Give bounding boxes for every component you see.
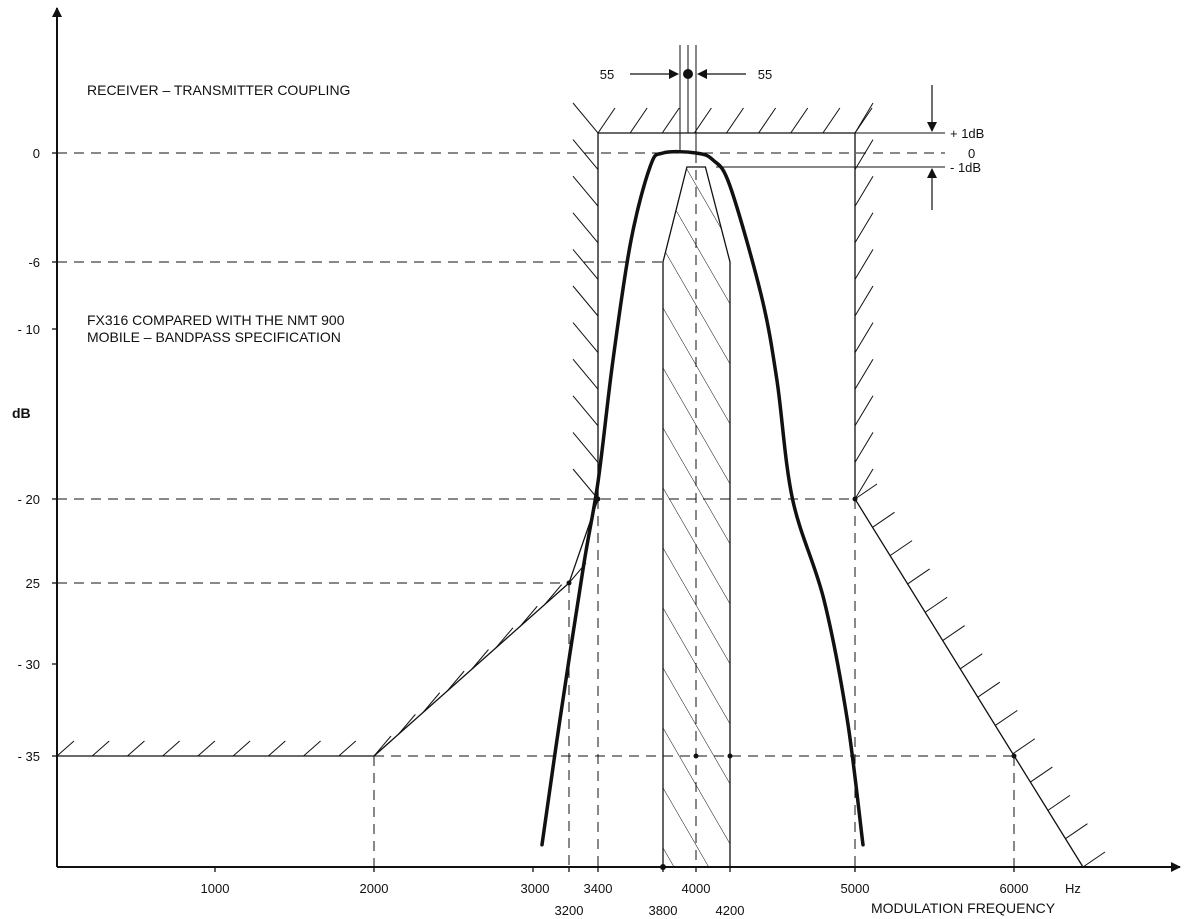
tolerance-label-minus: - 1dB <box>950 160 981 175</box>
y-tick-label: - 10 <box>18 322 40 337</box>
annotation-coupling: RECEIVER – TRANSMITTER COUPLING <box>87 82 350 98</box>
mask-hatch-tick <box>758 107 777 134</box>
intersection-dot <box>1011 753 1017 759</box>
mask-hatch-tick <box>1065 823 1088 840</box>
mask-hatch-tick <box>854 139 874 170</box>
mask-hatch-tick <box>889 540 913 557</box>
y-tick-label: 0 <box>33 146 40 161</box>
mask-hatch-tick <box>572 358 599 390</box>
annotation-compare-2: MOBILE – BANDPASS SPECIFICATION <box>87 329 341 345</box>
mask-hatch-tick <box>127 740 145 757</box>
mask-hatch-tick <box>572 175 599 207</box>
mask-hatch-tick <box>91 740 110 757</box>
x-tick-label: 4000 <box>682 881 711 896</box>
x-tick-label: 6000 <box>1000 881 1029 896</box>
mask-hatch-tick <box>942 625 965 641</box>
mask-hatch-tick <box>854 432 874 463</box>
x-tick-label: 4200 <box>716 903 745 918</box>
intersection-dot <box>727 753 733 759</box>
mask-hatch-tick <box>854 483 878 500</box>
x-tick-label: 1000 <box>201 881 230 896</box>
mask-hatch-tick <box>56 740 75 757</box>
mask-hatch-tick <box>572 285 599 317</box>
mask-hatch-tick <box>338 740 357 757</box>
offset-center-dot <box>683 69 693 79</box>
y-tick-label: - 35 <box>18 749 40 764</box>
intersection-dot <box>852 496 858 502</box>
mask-hatch-tick <box>693 107 712 134</box>
mask-hatch-tick <box>726 107 744 134</box>
mask-hatch-tick <box>924 596 948 613</box>
mask-hatch-tick <box>959 653 983 670</box>
mask-hatch-tick <box>268 740 286 757</box>
y-tick-label: - 20 <box>18 492 40 507</box>
mask-hatch-tick <box>907 568 930 585</box>
mask-hatch-tick <box>790 107 809 134</box>
tolerance-label-plus: + 1dB <box>950 126 984 141</box>
offset-label-left: 55 <box>600 67 614 82</box>
mask-hatch-tick <box>572 139 599 170</box>
lower-mask-outline <box>662 166 731 867</box>
x-tick-label: 3000 <box>521 881 550 896</box>
mask-hatch-tick <box>572 212 599 244</box>
mask-hatch-tick <box>572 249 599 280</box>
upper-mask-left <box>57 133 599 757</box>
mask-hatch-tick <box>572 432 599 463</box>
intersection-dot <box>566 580 572 586</box>
response-curve <box>540 149 865 847</box>
mask-hatch-tick <box>854 285 874 317</box>
mask-hatch-tick <box>197 740 216 757</box>
mask-hatch-tick <box>854 322 874 353</box>
mask-hatch-tick <box>1012 738 1036 755</box>
x-tick-label: 3400 <box>584 881 613 896</box>
offset-label-right: 55 <box>758 67 772 82</box>
mask-hatch-tick <box>303 740 321 757</box>
x-tick-label: 3200 <box>555 903 584 918</box>
y-tick-label: 25 <box>26 576 40 591</box>
x-tick-label: 2000 <box>360 881 389 896</box>
mask-hatch-tick <box>629 107 648 134</box>
mask-hatch-tick <box>661 107 680 134</box>
mask-hatch-tick <box>572 102 599 134</box>
mask-hatch-tick <box>854 212 874 244</box>
mask-hatch-tick <box>977 681 1001 698</box>
y-tick-label: - 30 <box>18 657 40 672</box>
intersection-dot <box>693 753 699 759</box>
upper-mask-right <box>598 132 1084 868</box>
mask-hatch-tick <box>162 740 180 757</box>
y-tick-label: -6 <box>28 255 40 270</box>
mask-hatch-tick <box>572 322 599 353</box>
mask-hatch-tick <box>1030 766 1053 783</box>
x-tick-label: 5000 <box>841 881 870 896</box>
mask-hatch-tick <box>872 511 895 528</box>
tolerance-label-zero: 0 <box>968 146 975 161</box>
annotation-compare-1: FX316 COMPARED WITH THE NMT 900 <box>87 312 345 328</box>
x-tick-label: 3800 <box>649 903 678 918</box>
mask-hatch-tick <box>597 107 616 134</box>
y-axis-label: dB <box>12 405 31 421</box>
mask-hatch-tick <box>854 358 874 390</box>
mask-hatch-tick <box>1082 851 1106 868</box>
mask-hatch-tick <box>572 468 599 500</box>
mask-hatch-tick <box>572 395 599 427</box>
mask-hatch-tick <box>854 249 874 280</box>
mask-hatch-tick <box>854 468 874 500</box>
mask-hatch-tick <box>232 740 251 757</box>
mask-hatch-tick <box>1047 794 1071 811</box>
x-unit-label: Hz <box>1065 881 1081 896</box>
x-axis-label: MODULATION FREQUENCY <box>871 900 1056 916</box>
mask-hatch-tick <box>822 107 841 134</box>
mask-hatch-tick <box>854 395 874 427</box>
mask-hatch-tick <box>995 710 1018 726</box>
mask-hatch-tick <box>854 102 874 134</box>
mask-hatch-tick <box>854 175 874 207</box>
